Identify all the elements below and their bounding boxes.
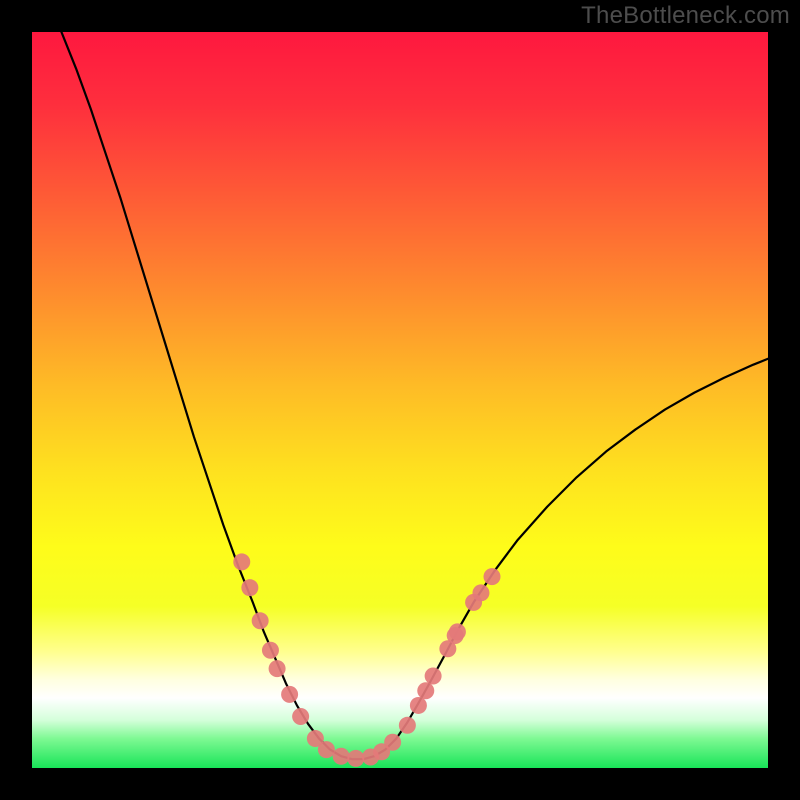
data-marker	[262, 642, 279, 659]
data-marker	[410, 697, 427, 714]
data-marker	[241, 579, 258, 596]
bottleneck-curve	[61, 32, 768, 759]
data-marker	[384, 734, 401, 751]
data-marker	[417, 682, 434, 699]
data-marker	[233, 553, 250, 570]
data-marker	[472, 584, 489, 601]
chart-frame: TheBottleneck.com	[0, 0, 800, 800]
chart-overlay	[32, 32, 768, 768]
data-marker	[269, 660, 286, 677]
data-marker	[399, 717, 416, 734]
plot-area	[32, 32, 768, 768]
data-marker	[318, 741, 335, 758]
data-marker	[333, 748, 350, 765]
data-marker	[449, 623, 466, 640]
data-marker	[252, 612, 269, 629]
data-marker	[292, 708, 309, 725]
data-marker	[425, 668, 442, 685]
data-marker	[281, 686, 298, 703]
data-marker	[347, 750, 364, 767]
marker-group	[233, 553, 500, 767]
watermark-text: TheBottleneck.com	[581, 2, 790, 30]
data-marker	[484, 568, 501, 585]
